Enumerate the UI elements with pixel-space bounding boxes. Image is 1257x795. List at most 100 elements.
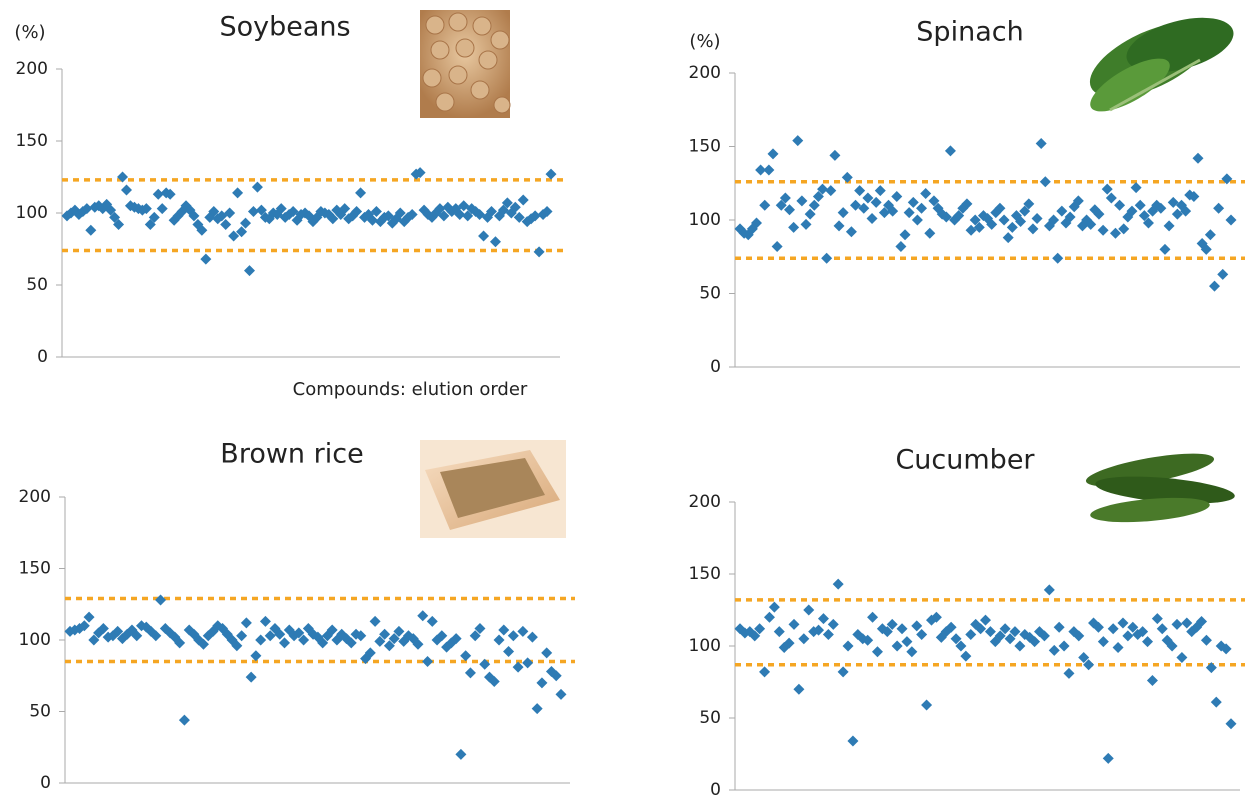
data-point <box>374 635 386 647</box>
data-point <box>854 185 866 197</box>
data-point <box>426 615 438 627</box>
data-point <box>1038 630 1050 642</box>
data-point <box>1112 641 1124 653</box>
data-point <box>907 196 919 208</box>
y-tick-label: 150 <box>689 564 721 584</box>
y-tick-label: 50 <box>29 702 51 722</box>
data-point <box>255 204 267 216</box>
data-point <box>200 253 212 265</box>
data-point <box>479 658 491 670</box>
data-point <box>489 236 501 248</box>
data-point <box>460 650 472 662</box>
data-point <box>88 634 100 646</box>
data-point <box>796 195 808 207</box>
y-tick-label: 100 <box>16 203 48 223</box>
data-point <box>999 623 1011 635</box>
data-point <box>355 187 367 199</box>
data-point <box>275 203 287 215</box>
data-point <box>1156 623 1168 635</box>
data-point <box>916 628 928 640</box>
data-point <box>474 623 486 635</box>
data-point <box>498 624 510 636</box>
data-point <box>1048 644 1060 656</box>
data-point <box>899 229 911 241</box>
data-point <box>1220 643 1232 655</box>
data-point <box>1225 718 1237 730</box>
data-point <box>1138 210 1150 222</box>
data-point <box>827 618 839 630</box>
data-point <box>1221 173 1233 185</box>
data-point <box>550 670 562 682</box>
data-point <box>264 630 276 642</box>
data-point <box>247 206 259 218</box>
data-point <box>1097 636 1109 648</box>
data-point <box>1027 223 1039 235</box>
y-tick-label: 100 <box>689 210 721 230</box>
data-point <box>164 188 176 200</box>
data-point <box>501 197 513 209</box>
data-point <box>231 640 243 652</box>
data-point <box>1213 202 1225 214</box>
data-point <box>1105 192 1117 204</box>
data-point <box>1101 183 1113 195</box>
data-point <box>969 214 981 226</box>
data-point <box>845 226 857 238</box>
data-point <box>921 699 933 711</box>
data-point <box>155 594 167 606</box>
data-point <box>847 735 859 747</box>
data-point <box>1117 617 1129 629</box>
data-point <box>1130 182 1142 194</box>
data-point <box>980 614 991 626</box>
data-point <box>245 671 257 683</box>
data-point <box>837 666 849 678</box>
data-point <box>812 190 824 202</box>
data-point <box>804 208 816 220</box>
data-point <box>1159 243 1171 255</box>
data-point <box>821 252 833 264</box>
data-point <box>829 149 841 161</box>
data-point <box>1053 621 1065 633</box>
data-point <box>462 210 474 222</box>
data-point <box>1167 196 1179 208</box>
y-tick-label: 200 <box>19 487 51 507</box>
data-point <box>117 171 129 183</box>
data-point <box>965 628 977 640</box>
data-point <box>832 578 844 590</box>
data-point <box>1093 208 1105 220</box>
data-point <box>541 206 553 218</box>
data-point <box>911 620 923 632</box>
data-point <box>188 210 200 222</box>
y-tick-label: 150 <box>689 137 721 157</box>
data-point <box>1023 198 1035 210</box>
data-point <box>228 230 240 242</box>
data-point <box>150 630 162 642</box>
data-point <box>436 630 448 642</box>
data-point <box>388 633 400 645</box>
data-point <box>1225 214 1237 226</box>
data-point <box>1083 659 1095 671</box>
data-point <box>1048 214 1060 226</box>
data-point <box>1200 243 1212 255</box>
data-point <box>817 183 829 195</box>
data-point <box>754 623 766 635</box>
y-tick-label: 50 <box>699 708 721 728</box>
data-point <box>928 195 940 207</box>
y-tick-label: 0 <box>40 773 51 793</box>
data-point <box>536 677 548 689</box>
data-point <box>394 207 406 219</box>
data-point <box>1137 626 1149 638</box>
data-point <box>1205 662 1217 674</box>
data-point <box>255 634 267 646</box>
data-point <box>1127 621 1139 633</box>
data-point <box>279 637 291 649</box>
data-point <box>531 703 543 715</box>
y-tick-label: 0 <box>710 357 721 377</box>
y-axis-label: (%) <box>14 22 45 43</box>
data-point <box>1102 752 1114 764</box>
y-tick-label: 150 <box>19 559 51 579</box>
data-point <box>998 214 1010 226</box>
data-point <box>1015 215 1027 227</box>
data-point <box>961 198 973 210</box>
data-point <box>259 615 271 627</box>
data-point <box>148 211 160 223</box>
